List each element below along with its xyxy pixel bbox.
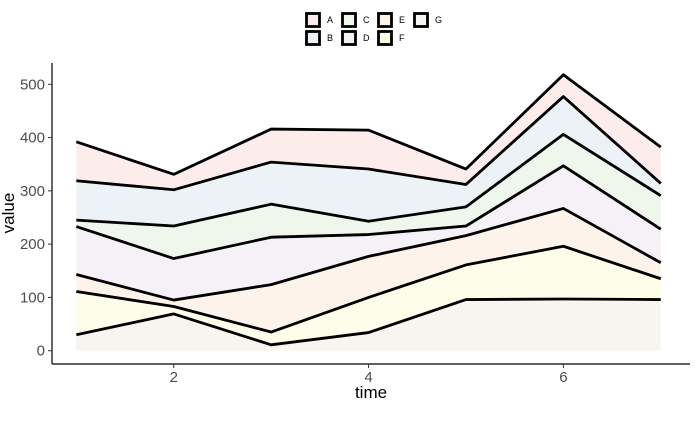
- y-tick-label-100: 100: [20, 289, 45, 306]
- line-d: [75, 164, 662, 260]
- legend-key-f: [377, 30, 393, 46]
- y-axis-title: value: [0, 193, 18, 234]
- legend-label-d: D: [363, 33, 370, 43]
- legend-item-c: C: [341, 12, 370, 28]
- legend-key-b: [305, 30, 321, 46]
- legend-item-a: A: [305, 12, 333, 28]
- legend-label-e: E: [399, 15, 405, 25]
- legend-key-e: [377, 12, 393, 28]
- line-f: [76, 244, 662, 334]
- x-tick-label-2: 2: [170, 369, 178, 386]
- line-a: [75, 73, 662, 176]
- y-tick-label-300: 300: [20, 183, 45, 200]
- y-tick-label-200: 200: [20, 236, 45, 253]
- legend-item-f: F: [377, 30, 405, 46]
- legend-key-a: [305, 12, 321, 28]
- legend-label-g: G: [435, 15, 442, 25]
- x-axis-title: time: [355, 383, 387, 402]
- legend-key-d: [341, 30, 357, 46]
- line-b: [76, 95, 662, 192]
- area-a: [76, 74, 661, 190]
- stack-lines: [75, 73, 662, 347]
- legend-key-c: [341, 12, 357, 28]
- legend-label-a: A: [327, 15, 333, 25]
- x-tick-label-6: 6: [559, 369, 567, 386]
- x-tick-label-4: 4: [364, 369, 372, 386]
- legend-label-c: C: [363, 15, 370, 25]
- line-e: [75, 207, 662, 302]
- area-g: [76, 299, 661, 351]
- legend-item-e: E: [377, 12, 405, 28]
- area-c: [76, 134, 661, 259]
- y-tick-label-400: 400: [20, 130, 45, 147]
- legend-item-g: G: [413, 12, 442, 28]
- legend-item-d: D: [341, 30, 370, 46]
- area-b: [76, 96, 661, 227]
- legend: AB CD EF G: [305, 12, 442, 46]
- y-axis-ticks: 0 100 200 300 400 500: [20, 76, 52, 360]
- area-layers: [76, 74, 661, 351]
- legend-label-f: F: [399, 33, 405, 43]
- y-tick-label-0: 0: [37, 343, 45, 360]
- y-tick-label-500: 500: [20, 76, 45, 93]
- line-c: [76, 132, 662, 228]
- legend-item-b: B: [305, 30, 333, 46]
- legend-key-g: [413, 12, 429, 28]
- x-axis-ticks: 2 4 6: [170, 364, 568, 386]
- area-d: [76, 165, 661, 301]
- area-e: [76, 208, 661, 333]
- legend-label-b: B: [327, 33, 333, 43]
- line-g: [76, 297, 661, 347]
